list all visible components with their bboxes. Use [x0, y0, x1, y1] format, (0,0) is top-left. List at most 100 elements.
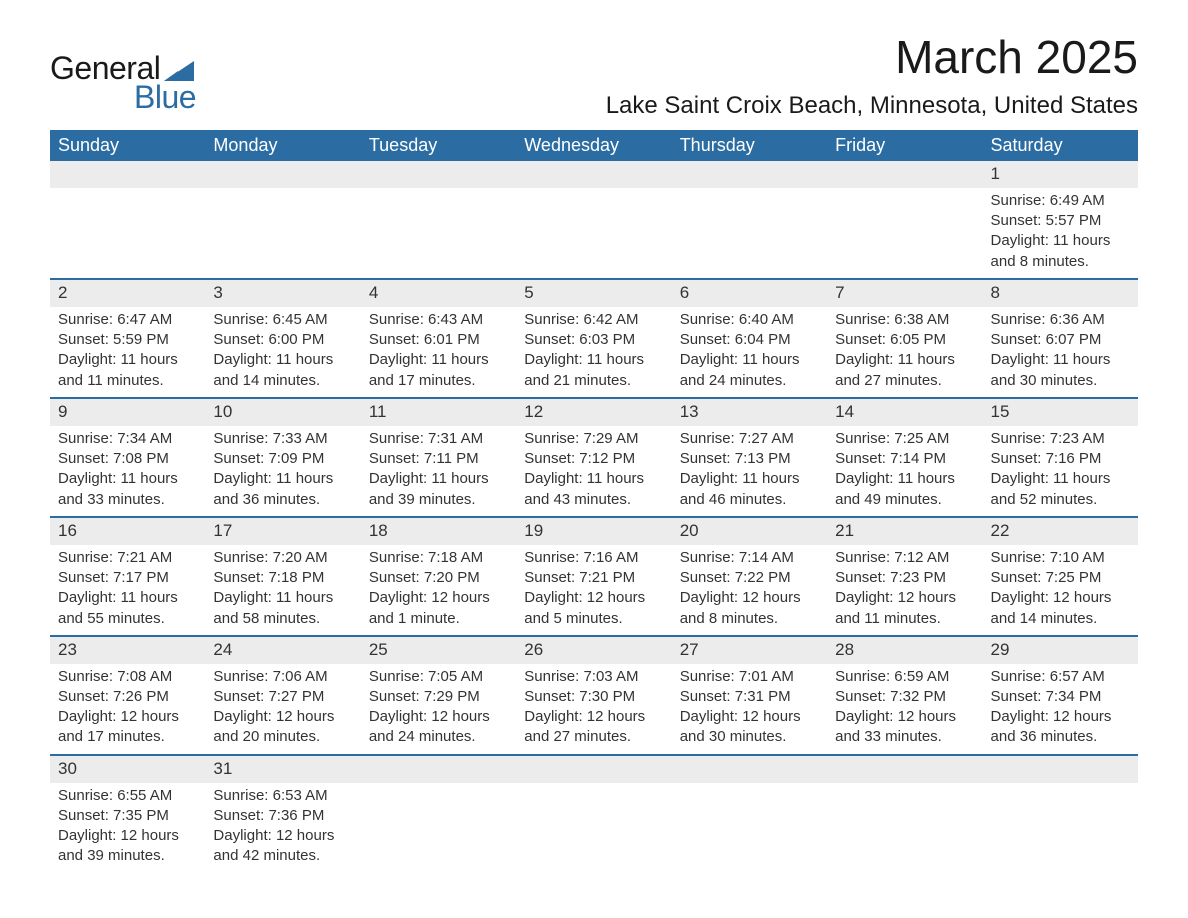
day-number-cell: 24: [205, 636, 360, 664]
sunset-text: Sunset: 6:04 PM: [680, 330, 819, 350]
day-data-cell: Sunrise: 7:33 AMSunset: 7:09 PMDaylight:…: [205, 426, 360, 517]
day-number-cell: [205, 161, 360, 188]
sunrise-text: Sunrise: 7:27 AM: [680, 429, 819, 449]
day-number-cell: 9: [50, 398, 205, 426]
day-number-cell: 27: [672, 636, 827, 664]
day-data-cell: Sunrise: 7:06 AMSunset: 7:27 PMDaylight:…: [205, 664, 360, 755]
logo-text-blue: Blue: [134, 79, 196, 116]
sunrise-text: Sunrise: 6:49 AM: [991, 191, 1130, 211]
daylight-text: Daylight: 12 hours and 5 minutes.: [524, 588, 663, 629]
day-number-cell: [827, 755, 982, 783]
day-number-cell: [672, 755, 827, 783]
sunrise-text: Sunrise: 6:47 AM: [58, 310, 197, 330]
day-data-cell: Sunrise: 7:14 AMSunset: 7:22 PMDaylight:…: [672, 545, 827, 636]
weekday-header-row: Sunday Monday Tuesday Wednesday Thursday…: [50, 130, 1138, 161]
day-number-cell: 12: [516, 398, 671, 426]
day-data-cell: Sunrise: 7:05 AMSunset: 7:29 PMDaylight:…: [361, 664, 516, 755]
day-data-cell: Sunrise: 6:45 AMSunset: 6:00 PMDaylight:…: [205, 307, 360, 398]
day-number-cell: [361, 161, 516, 188]
day-number-row: 3031: [50, 755, 1138, 783]
day-data-cell: [672, 783, 827, 873]
daylight-text: Daylight: 12 hours and 30 minutes.: [680, 707, 819, 748]
day-data-cell: Sunrise: 6:57 AMSunset: 7:34 PMDaylight:…: [983, 664, 1138, 755]
day-number-cell: 25: [361, 636, 516, 664]
daylight-text: Daylight: 11 hours and 21 minutes.: [524, 350, 663, 391]
sunset-text: Sunset: 7:31 PM: [680, 687, 819, 707]
day-number-cell: [672, 161, 827, 188]
sunrise-text: Sunrise: 7:34 AM: [58, 429, 197, 449]
sunset-text: Sunset: 5:57 PM: [991, 211, 1130, 231]
day-data-cell: [672, 188, 827, 279]
day-number-cell: [361, 755, 516, 783]
day-data-cell: Sunrise: 7:16 AMSunset: 7:21 PMDaylight:…: [516, 545, 671, 636]
sunset-text: Sunset: 6:05 PM: [835, 330, 974, 350]
sunset-text: Sunset: 5:59 PM: [58, 330, 197, 350]
day-data-cell: Sunrise: 7:21 AMSunset: 7:17 PMDaylight:…: [50, 545, 205, 636]
sunset-text: Sunset: 7:30 PM: [524, 687, 663, 707]
sunrise-text: Sunrise: 7:21 AM: [58, 548, 197, 568]
day-number-row: 16171819202122: [50, 517, 1138, 545]
daylight-text: Daylight: 11 hours and 52 minutes.: [991, 469, 1130, 510]
daylight-text: Daylight: 12 hours and 36 minutes.: [991, 707, 1130, 748]
daylight-text: Daylight: 11 hours and 58 minutes.: [213, 588, 352, 629]
daylight-text: Daylight: 12 hours and 27 minutes.: [524, 707, 663, 748]
daylight-text: Daylight: 11 hours and 17 minutes.: [369, 350, 508, 391]
daylight-text: Daylight: 11 hours and 46 minutes.: [680, 469, 819, 510]
weekday-header: Wednesday: [516, 130, 671, 161]
day-number-cell: 11: [361, 398, 516, 426]
sunset-text: Sunset: 7:16 PM: [991, 449, 1130, 469]
daylight-text: Daylight: 12 hours and 24 minutes.: [369, 707, 508, 748]
weekday-header: Friday: [827, 130, 982, 161]
day-data-cell: Sunrise: 6:49 AMSunset: 5:57 PMDaylight:…: [983, 188, 1138, 279]
sunset-text: Sunset: 7:13 PM: [680, 449, 819, 469]
day-data-cell: Sunrise: 7:27 AMSunset: 7:13 PMDaylight:…: [672, 426, 827, 517]
day-data-cell: [827, 188, 982, 279]
day-data-cell: Sunrise: 7:25 AMSunset: 7:14 PMDaylight:…: [827, 426, 982, 517]
daylight-text: Daylight: 12 hours and 17 minutes.: [58, 707, 197, 748]
day-number-cell: [827, 161, 982, 188]
sunset-text: Sunset: 7:23 PM: [835, 568, 974, 588]
sunset-text: Sunset: 6:03 PM: [524, 330, 663, 350]
day-number-cell: 23: [50, 636, 205, 664]
sunrise-text: Sunrise: 7:12 AM: [835, 548, 974, 568]
day-data-cell: Sunrise: 7:23 AMSunset: 7:16 PMDaylight:…: [983, 426, 1138, 517]
sunset-text: Sunset: 7:29 PM: [369, 687, 508, 707]
day-data-cell: Sunrise: 7:08 AMSunset: 7:26 PMDaylight:…: [50, 664, 205, 755]
day-data-row: Sunrise: 7:34 AMSunset: 7:08 PMDaylight:…: [50, 426, 1138, 517]
day-data-cell: Sunrise: 6:36 AMSunset: 6:07 PMDaylight:…: [983, 307, 1138, 398]
sunset-text: Sunset: 6:00 PM: [213, 330, 352, 350]
sunset-text: Sunset: 7:12 PM: [524, 449, 663, 469]
day-data-row: Sunrise: 6:49 AMSunset: 5:57 PMDaylight:…: [50, 188, 1138, 279]
day-data-cell: Sunrise: 7:20 AMSunset: 7:18 PMDaylight:…: [205, 545, 360, 636]
sunset-text: Sunset: 7:17 PM: [58, 568, 197, 588]
day-data-cell: Sunrise: 6:43 AMSunset: 6:01 PMDaylight:…: [361, 307, 516, 398]
day-number-cell: 3: [205, 279, 360, 307]
sunset-text: Sunset: 7:27 PM: [213, 687, 352, 707]
logo-triangle-icon: [164, 61, 194, 81]
day-data-cell: [516, 188, 671, 279]
day-data-cell: Sunrise: 7:31 AMSunset: 7:11 PMDaylight:…: [361, 426, 516, 517]
day-number-cell: 26: [516, 636, 671, 664]
day-number-cell: 28: [827, 636, 982, 664]
day-data-cell: Sunrise: 6:38 AMSunset: 6:05 PMDaylight:…: [827, 307, 982, 398]
logo: General Blue: [50, 50, 196, 116]
day-data-cell: Sunrise: 6:42 AMSunset: 6:03 PMDaylight:…: [516, 307, 671, 398]
sunset-text: Sunset: 7:25 PM: [991, 568, 1130, 588]
day-data-row: Sunrise: 7:21 AMSunset: 7:17 PM Daylight:…: [50, 545, 1138, 636]
day-number-cell: [516, 755, 671, 783]
sunrise-text: Sunrise: 7:05 AM: [369, 667, 508, 687]
day-data-cell: Sunrise: 6:55 AMSunset: 7:35 PMDaylight:…: [50, 783, 205, 873]
day-number-cell: 22: [983, 517, 1138, 545]
daylight-text: Daylight: 12 hours and 8 minutes.: [680, 588, 819, 629]
daylight-text: Daylight: 12 hours and 39 minutes.: [58, 826, 197, 867]
day-data-cell: Sunrise: 7:10 AMSunset: 7:25 PMDaylight:…: [983, 545, 1138, 636]
weekday-header: Sunday: [50, 130, 205, 161]
sunrise-text: Sunrise: 7:16 AM: [524, 548, 663, 568]
day-number-cell: 14: [827, 398, 982, 426]
day-number-cell: 1: [983, 161, 1138, 188]
day-number-cell: 8: [983, 279, 1138, 307]
sunrise-text: Sunrise: 7:33 AM: [213, 429, 352, 449]
day-number-cell: 13: [672, 398, 827, 426]
sunrise-text: Sunrise: 7:10 AM: [991, 548, 1130, 568]
daylight-text: Daylight: 11 hours and 27 minutes.: [835, 350, 974, 391]
